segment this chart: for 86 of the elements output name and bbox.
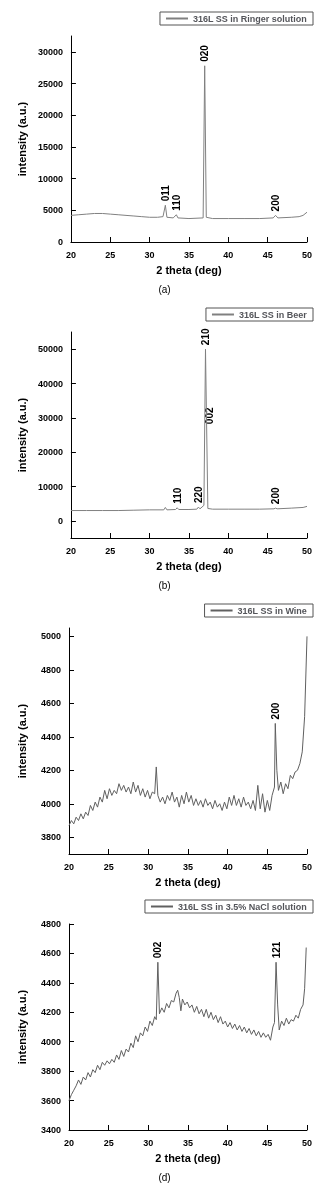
y-tick-label: 15000 [37,141,63,152]
annotation: 220 [192,485,204,504]
annotation: 200 [270,194,282,212]
x-tick-label: 30 [143,861,154,872]
y-tick-label: 5000 [42,205,63,216]
line-series [70,65,308,220]
x-tick-label: 20 [65,249,76,260]
legend-label: 316L SS in Wine [237,605,307,616]
y-tick-label: 3800 [40,832,61,843]
x-tick-label: 35 [183,249,194,260]
x-tick-label: 35 [183,545,194,556]
legend-label: 316L SS in 3.5% NaCl solution [177,901,307,912]
x-tick-label: 50 [301,545,313,556]
annotation: 020 [199,44,211,62]
x-axis-title: 2 theta (deg) [156,559,222,572]
y-tick-label: 30000 [37,46,63,57]
x-tick-label: 25 [103,1137,114,1148]
y-tick-label: 10000 [37,173,63,184]
y-tick-label: 20000 [37,447,63,458]
y-tick-label: 4600 [40,698,61,709]
y-tick-label: 40000 [37,378,63,389]
annotation: 002 [203,407,215,425]
x-tick-label: 40 [222,861,233,872]
x-tick-label: 50 [301,1137,313,1148]
x-tick-label: 45 [262,1137,273,1148]
x-tick-label: 30 [144,545,155,556]
y-tick-label: 4800 [40,919,61,929]
x-tick-label: 20 [65,545,76,556]
legend-label: 316L SS in Beer [238,309,308,320]
y-tick-label: 4200 [40,765,61,776]
text: (a) [158,283,171,295]
x-tick-label: 35 [182,1137,194,1148]
annotation: 110 [170,194,182,211]
y-axis-title: intensity (a.u.) [15,703,28,779]
x-tick-label: 20 [63,1137,75,1148]
x-tick-label: 45 [262,545,273,556]
y-tick-label: 10000 [37,481,63,492]
text: (b) [158,579,171,591]
x-tick-label: 45 [262,861,273,872]
y-axis-title: intensity (a.u.) [15,989,28,1065]
x-tick-label: 25 [105,545,116,556]
annotation: 200 [269,702,281,720]
y-tick-label: 0 [57,237,63,247]
annotation: 002 [152,941,164,959]
x-tick-label: 45 [262,249,273,260]
y-tick-label: 3800 [40,1066,61,1077]
annotation: 121 [270,941,282,959]
x-tick-label: 50 [301,249,313,260]
x-axis-title: 2 theta (deg) [155,1151,222,1164]
x-tick-label: 25 [103,861,114,872]
x-tick-label: 40 [223,545,234,556]
x-tick-label: 40 [222,1137,233,1148]
y-tick-label: 30000 [37,412,63,423]
x-tick-label: 25 [105,249,116,260]
x-axis-title: 2 theta (deg) [156,263,222,276]
x-tick-label: 20 [63,861,75,872]
y-tick-label: 4200 [40,1007,61,1018]
line-series [68,635,308,827]
y-tick-label: 20000 [37,110,63,121]
text: (d) [158,1171,171,1183]
x-tick-label: 40 [223,249,234,260]
annotation: 110 [171,487,183,504]
annotation: 210 [199,328,211,346]
y-tick-label: 4800 [40,664,61,675]
legend-label: 316L SS in Ringer solution [192,13,307,24]
annotation: 200 [270,487,282,505]
y-tick-label: 3400 [40,1125,61,1135]
y-tick-label: 4400 [40,977,61,988]
y-tick-label: 4000 [40,1036,61,1047]
y-tick-label: 50000 [37,344,63,355]
x-tick-label: 30 [144,249,155,260]
x-tick-label: 50 [301,861,313,872]
annotation: 011 [159,184,171,202]
line-series [70,348,308,512]
x-axis-title: 2 theta (deg) [155,875,222,888]
y-tick-label: 4400 [40,731,61,742]
x-tick-label: 30 [143,1137,154,1148]
y-tick-label: 4600 [40,948,61,959]
x-tick-label: 35 [182,861,194,872]
y-tick-label: 4000 [40,798,61,809]
y-axis-title: intensity (a.u.) [15,397,28,473]
y-tick-label: 25000 [37,78,63,89]
y-tick-label: 5000 [40,631,61,642]
y-tick-label: 3600 [40,1095,61,1106]
y-tick-label: 0 [57,515,63,526]
y-axis-title: intensity (a.u.) [15,101,28,177]
